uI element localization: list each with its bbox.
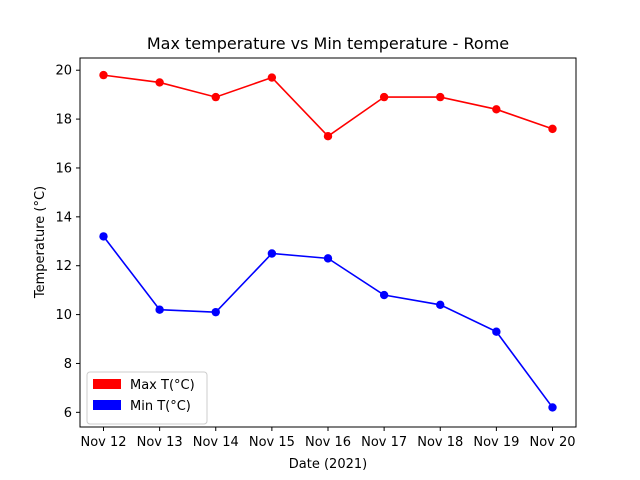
series-0-point bbox=[492, 105, 501, 114]
legend: Max T(°C) Min T(°C) bbox=[86, 371, 208, 425]
y-tick-label: 20 bbox=[55, 64, 72, 79]
series-1-point bbox=[548, 403, 557, 412]
x-tick-label: Nov 12 bbox=[80, 435, 126, 450]
y-tick-label: 6 bbox=[64, 406, 72, 421]
legend-label-0: Max T(°C) bbox=[130, 378, 195, 393]
x-tick-label: Nov 13 bbox=[137, 435, 183, 450]
y-axis-label: Temperature (°C) bbox=[33, 186, 48, 299]
plot-area: Nov 12 Nov 13 Nov 14 Nov 15 Nov 16 Nov 17 Nov … bbox=[55, 64, 575, 450]
series-0-point bbox=[211, 92, 220, 102]
y-tick-label: 10 bbox=[55, 308, 72, 323]
x-tick-label: Nov 16 bbox=[305, 435, 351, 450]
legend-swatch-1 bbox=[93, 400, 121, 410]
y-tick-label: 16 bbox=[55, 161, 72, 176]
series-1-point bbox=[436, 300, 445, 310]
legend-swatch-0 bbox=[93, 379, 121, 389]
x-tick-label: Nov 15 bbox=[249, 435, 295, 450]
series-1-point bbox=[492, 327, 501, 336]
series-0-point bbox=[379, 92, 389, 102]
series-0-point bbox=[436, 92, 445, 102]
x-tick-label: Nov 19 bbox=[473, 435, 519, 450]
series-line-0 bbox=[103, 74, 553, 138]
y-tick-label: 14 bbox=[55, 210, 72, 225]
y-tick-label: 12 bbox=[55, 259, 72, 274]
y-tick-label: 18 bbox=[55, 113, 72, 128]
plot-frame bbox=[79, 57, 577, 428]
series-1-point bbox=[267, 249, 277, 258]
series-1-point bbox=[323, 254, 333, 263]
legend-label-1: Min T(°C) bbox=[130, 399, 191, 414]
x-tick-label: Nov 17 bbox=[361, 435, 407, 450]
chart-title: Max temperature vs Min temperature - Rom… bbox=[147, 34, 509, 53]
series-1-point bbox=[99, 232, 108, 241]
series-1-point bbox=[155, 305, 164, 314]
x-tick-label: Nov 20 bbox=[529, 435, 575, 450]
y-tick-label: 8 bbox=[64, 357, 72, 372]
x-axis-label: Date (2021) bbox=[289, 457, 367, 472]
series-0-point bbox=[548, 124, 557, 134]
series-0-point bbox=[99, 70, 108, 80]
series-0-point bbox=[323, 131, 333, 141]
series-1-point bbox=[379, 290, 389, 300]
x-tick-label: Nov 18 bbox=[417, 435, 463, 450]
series-0-point bbox=[155, 78, 164, 87]
x-tick-label: Nov 14 bbox=[193, 435, 239, 450]
series-1-point bbox=[211, 307, 220, 317]
series-0-point bbox=[267, 73, 277, 82]
